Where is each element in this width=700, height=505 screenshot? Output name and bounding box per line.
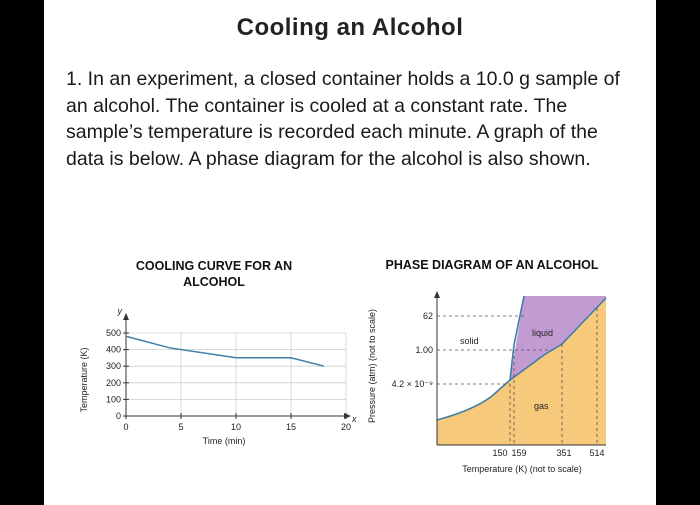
phase-y-arrow [434,291,440,298]
cooling-y-label: Temperature (K) [79,347,89,412]
question-text: 1. In an experiment, a closed container … [66,68,620,170]
phase-y-label: Pressure (atm) (not to scale) [367,309,377,423]
page-title: Cooling an Alcohol [236,14,464,41]
solid-region-label: solid [460,336,479,346]
phase-chart-title: PHASE DIAGRAM OF AN ALCOHOL [385,258,599,272]
phase-y-tick-62: 62 [423,311,433,321]
cooling-chart-title: COOLING CURVE FOR AN ALCOHOL [135,259,293,289]
cooling-series-line [125,335,325,367]
phase-x-tick-514: 514 [589,448,604,458]
phase-y-tick-triple: 4.2 × 10⁻⁹ [392,379,434,389]
document-page: Cooling an Alcohol 1. In an experiment, … [44,0,656,505]
cooling-y-tick-400: 400 [106,345,121,355]
cooling-x-tick-5: 5 [178,422,183,432]
phase-x-tick-150: 150 [492,448,507,458]
cooling-x-arrow [344,413,351,419]
cooling-y-tick-500: 500 [106,328,121,338]
gas-region [437,298,606,445]
sublimation-curve [436,379,511,421]
cooling-x-tick-10: 10 [231,422,241,432]
liquid-region [510,296,606,380]
liquid-region-label: liquid [532,328,553,338]
phase-x-label: Temperature (K) (not to scale) [462,464,582,474]
cooling-y-tick-0: 0 [116,411,121,421]
phase-diagram-chart: solid liquid gas 62 1.00 4.2 × 10⁻⁹ 150 … [367,291,607,474]
phase-y-tick-1: 1.00 [415,345,433,355]
gas-region-label: gas [534,401,549,411]
phase-x-tick-351: 351 [556,448,571,458]
cooling-y-tick-300: 300 [106,361,121,371]
vaporization-curve [509,297,607,381]
cooling-x-letter: x [351,414,357,424]
phase-x-tick-159: 159 [511,448,526,458]
cooling-y-letter: y [117,306,123,316]
cooling-x-tick-0: 0 [123,422,128,432]
cooling-y-tick-200: 200 [106,378,121,388]
fusion-curve [509,295,525,381]
cooling-x-label: Time (min) [203,436,246,446]
cooling-x-tick-15: 15 [286,422,296,432]
cooling-x-tick-20: 20 [341,422,351,432]
cooling-y-tick-100: 100 [106,394,121,404]
cooling-y-arrow [123,313,129,320]
